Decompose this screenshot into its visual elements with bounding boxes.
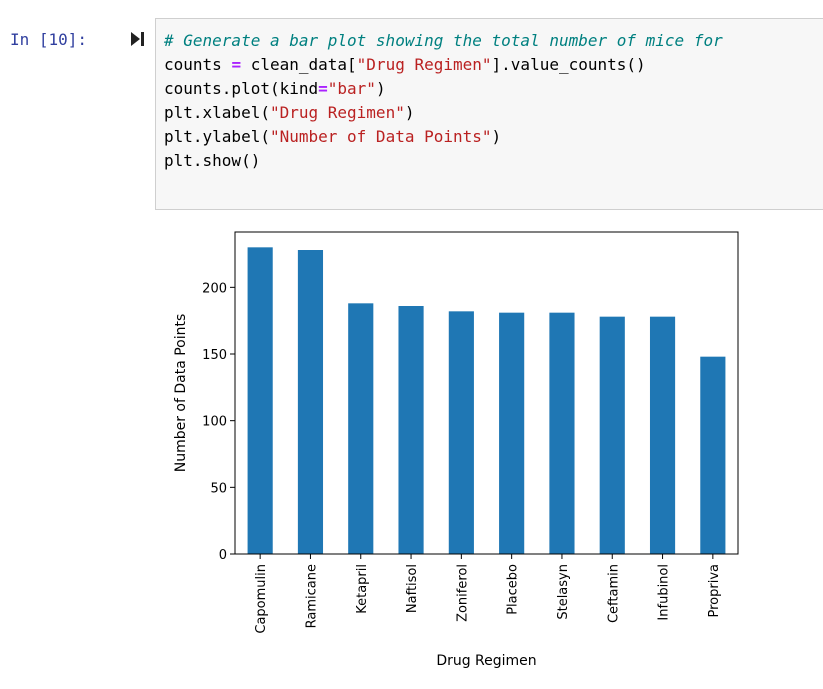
code-line: plt.show() bbox=[164, 149, 723, 173]
bar-ceftamin bbox=[599, 316, 625, 554]
code-token-plain: ].value_counts() bbox=[491, 55, 646, 74]
bar-infubinol bbox=[649, 316, 676, 554]
code-token-op: = bbox=[231, 55, 242, 74]
bar-ramicane bbox=[297, 250, 324, 554]
code-lines[interactable]: # Generate a bar plot showing the total … bbox=[164, 29, 723, 173]
code-token-plain: plt.ylabel( bbox=[164, 127, 270, 146]
code-token-plain: plt.show() bbox=[164, 151, 261, 170]
bar-chart: 0 50 100 150 200 Capomulin Ramicane Ketapril Naf… bbox=[173, 231, 739, 669]
x-tick-label: Capomulin bbox=[254, 564, 269, 634]
x-tick-label: Ketapril bbox=[355, 564, 370, 614]
code-token-string: "Drug Regimen" bbox=[269, 103, 405, 122]
code-line: counts = clean_data["Drug Regimen"].valu… bbox=[164, 53, 723, 77]
output-area: 0 50 100 150 200 Capomulin Ramicane Ketapril Naf… bbox=[155, 215, 775, 685]
bar-capomulin bbox=[247, 247, 273, 554]
x-tick-label: Zoniferol bbox=[455, 564, 470, 622]
y-tick-label: 150 bbox=[202, 348, 227, 363]
code-token-plain: plt.xlabel( bbox=[164, 103, 270, 122]
code-token-plain: ) bbox=[404, 103, 415, 122]
input-prompt: In [10]: bbox=[10, 30, 88, 49]
plot-frame bbox=[234, 231, 739, 555]
code-token-plain: counts bbox=[164, 55, 232, 74]
y-axis-label: Number of Data Points bbox=[173, 314, 189, 473]
y-tick-label: 50 bbox=[210, 481, 227, 496]
code-line: plt.ylabel("Number of Data Points") bbox=[164, 125, 723, 149]
x-tick-label: Ramicane bbox=[304, 564, 319, 628]
code-token-op: = bbox=[318, 79, 328, 98]
x-axis-label: Drug Regimen bbox=[436, 653, 536, 669]
code-token-plain: ) bbox=[375, 79, 386, 98]
code-token-string: "Number of Data Points" bbox=[269, 127, 492, 146]
code-line: counts.plot(kind="bar") bbox=[164, 77, 723, 101]
x-tick-label: Infubinol bbox=[657, 564, 672, 621]
bar-zoniferol bbox=[448, 311, 474, 554]
x-tick-label: Ceftamin bbox=[606, 564, 621, 623]
bar-ketapril bbox=[348, 303, 374, 554]
y-tick-label: 100 bbox=[202, 415, 227, 430]
code-token-string: "Drug Regimen" bbox=[356, 55, 492, 74]
bar-propriva bbox=[700, 356, 726, 554]
bar-placebo bbox=[499, 312, 525, 554]
code-token-plain: ) bbox=[491, 127, 502, 146]
x-tick-label: Naftisol bbox=[405, 564, 420, 613]
bar-naftisol bbox=[398, 306, 424, 554]
code-editor[interactable]: # Generate a bar plot showing the total … bbox=[155, 18, 823, 210]
run-cell-icon[interactable] bbox=[128, 30, 146, 48]
code-token-plain: clean_data[ bbox=[241, 55, 357, 74]
y-tick-label: 0 bbox=[219, 548, 227, 563]
bar-stelasyn bbox=[549, 312, 575, 554]
x-tick-label: Placebo bbox=[506, 564, 521, 615]
code-token-plain: counts.plot(kind bbox=[164, 79, 319, 98]
y-tick-label: 200 bbox=[202, 281, 227, 296]
code-line: plt.xlabel("Drug Regimen") bbox=[164, 101, 723, 125]
code-line: # Generate a bar plot showing the total … bbox=[164, 29, 723, 53]
code-token-comment: # Generate a bar plot showing the total … bbox=[164, 31, 723, 50]
code-token-string: "bar" bbox=[327, 79, 376, 98]
x-tick-label: Stelasyn bbox=[556, 564, 571, 620]
x-tick-label: Propriva bbox=[707, 564, 722, 618]
